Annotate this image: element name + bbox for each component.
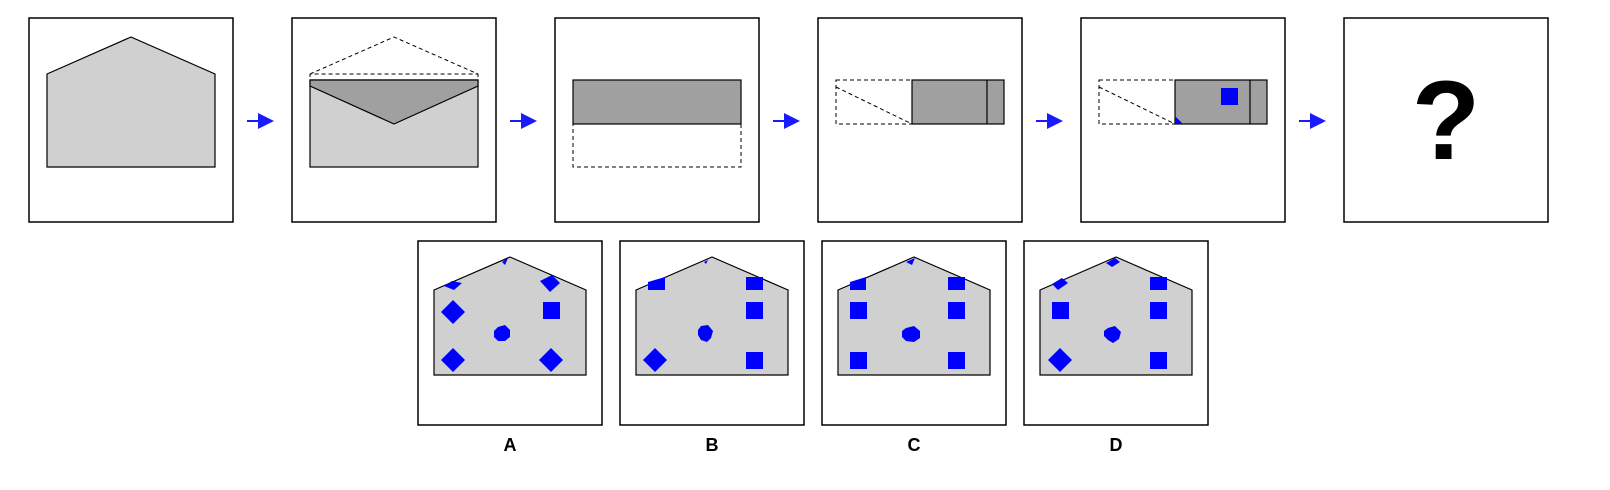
hole-square (948, 277, 965, 290)
hole-square (746, 352, 763, 369)
hole-octagon (1104, 326, 1121, 343)
option-b-panel[interactable] (619, 240, 805, 426)
step-6-panel: ? (1343, 17, 1549, 223)
hole-square (543, 302, 560, 319)
hole-diamond (502, 258, 508, 265)
option-c-label: C (908, 435, 921, 455)
folded-block (911, 79, 1005, 125)
hole-square (1052, 302, 1069, 319)
option-d-panel[interactable] (1023, 240, 1209, 426)
step-4-panel (817, 17, 1023, 223)
option-a-label: A (504, 435, 517, 455)
step-3-panel (554, 17, 760, 223)
hole-octagon (698, 325, 713, 342)
hole-square (850, 352, 867, 369)
hole-diamond (441, 348, 465, 372)
option-d-label: D (1110, 435, 1123, 455)
hole-diamond (643, 348, 667, 372)
hole-octagon (494, 325, 510, 341)
hole-diamond (1048, 348, 1072, 372)
option-c-panel[interactable] (821, 240, 1007, 426)
hole-diamond (1052, 278, 1068, 290)
hole-square (948, 302, 965, 319)
folded-strip (572, 79, 742, 125)
question-mark: ? (1412, 58, 1480, 183)
hole-diamond (540, 275, 560, 292)
folded-flap (309, 79, 479, 125)
hole-diamond (1106, 258, 1120, 267)
hole-corner (704, 260, 708, 264)
punched-hole (1221, 88, 1238, 105)
hole-corner (850, 277, 866, 290)
hole-diamond (441, 300, 465, 324)
hole-square (850, 302, 867, 319)
hole-square (1150, 277, 1167, 290)
hole-square (948, 352, 965, 369)
punched-hole-corner (1175, 116, 1183, 124)
option-a-panel[interactable] (417, 240, 603, 426)
hole-diamond (444, 281, 462, 290)
step-5-panel (1080, 17, 1286, 223)
option-b-label: B (706, 435, 719, 455)
hole-diamond (539, 348, 563, 372)
fold-outline-dashed (309, 36, 479, 75)
step-1-panel (28, 17, 234, 223)
hole-square (746, 277, 763, 290)
hole-square (746, 302, 763, 319)
hole-corner (648, 277, 665, 290)
hole-square (1150, 352, 1167, 369)
fold-outline-dashed (572, 123, 742, 168)
paper-unfolded (46, 36, 216, 168)
hole-octagon (902, 326, 920, 342)
hole-square (1150, 302, 1167, 319)
step-2-panel (291, 17, 497, 223)
hole-corner (906, 258, 915, 265)
